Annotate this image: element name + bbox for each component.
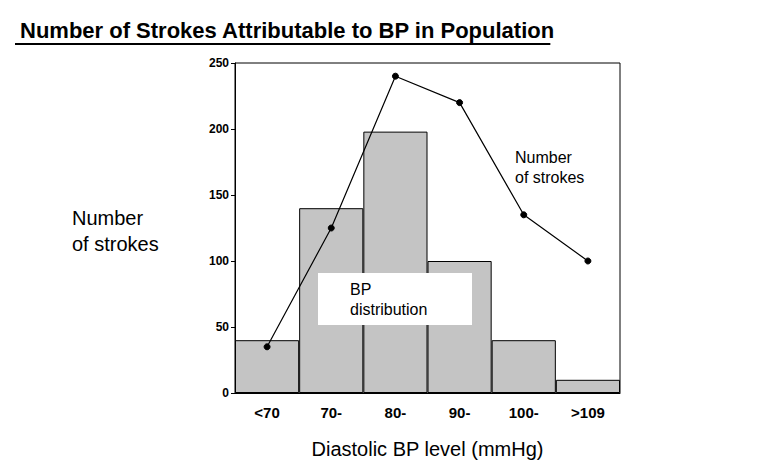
- svg-text:<70: <70: [254, 404, 279, 421]
- svg-text:of strokes: of strokes: [515, 169, 584, 186]
- svg-text:Number: Number: [72, 207, 143, 229]
- svg-text:Number: Number: [515, 149, 573, 166]
- svg-text:100-: 100-: [509, 404, 539, 421]
- svg-text:>109: >109: [571, 404, 605, 421]
- svg-text:70-: 70-: [320, 404, 342, 421]
- svg-text:90-: 90-: [449, 404, 471, 421]
- svg-text:50: 50: [216, 320, 230, 334]
- svg-text:100: 100: [209, 254, 229, 268]
- svg-text:of strokes: of strokes: [72, 233, 159, 255]
- svg-text:BP: BP: [350, 281, 371, 298]
- svg-text:Number of Strokes Attributable: Number of Strokes Attributable to BP in …: [20, 18, 554, 43]
- svg-text:distribution: distribution: [350, 301, 427, 318]
- svg-text:80-: 80-: [385, 404, 407, 421]
- svg-text:150: 150: [209, 188, 229, 202]
- svg-text:0: 0: [222, 386, 229, 400]
- svg-text:200: 200: [209, 122, 229, 136]
- svg-text:Diastolic BP level (mmHg): Diastolic BP level (mmHg): [312, 438, 544, 460]
- svg-text:250: 250: [209, 56, 229, 70]
